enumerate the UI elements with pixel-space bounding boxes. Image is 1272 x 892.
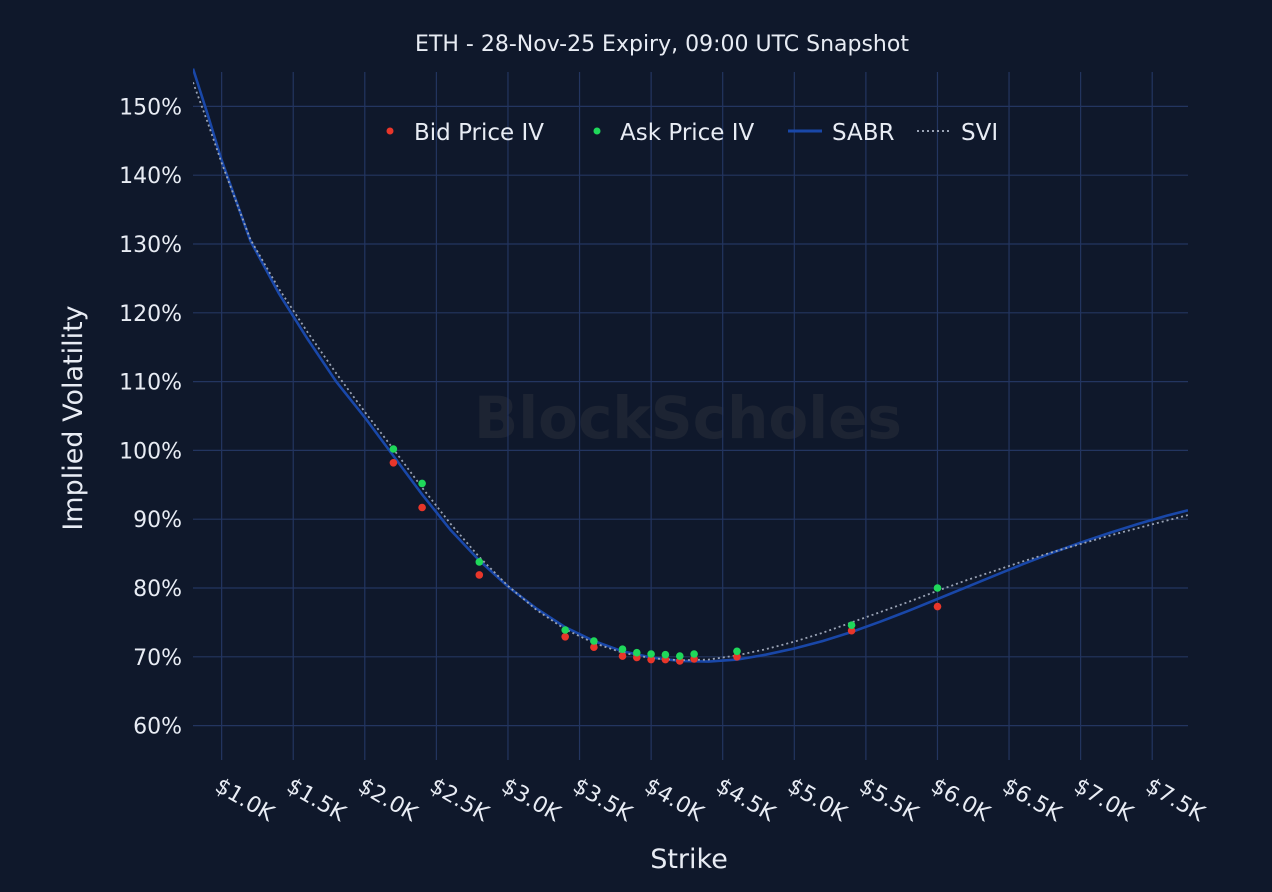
series <box>193 68 1188 665</box>
y-tick-label: 110% <box>119 371 182 396</box>
bid-iv-point <box>475 571 484 579</box>
y-axis-ticks: 60% 70% 80% 90% 100% 110% 120% 130% 140% 150% <box>119 95 182 739</box>
legend-svi-label: SVI <box>961 120 998 146</box>
ask-iv-point <box>475 558 484 566</box>
ask-iv-point <box>590 637 598 645</box>
bid-iv-point <box>647 655 655 664</box>
ask-iv-point <box>389 445 398 453</box>
chart-title: ETH - 28-Nov-25 Expiry, 09:00 UTC Snapsh… <box>415 32 909 57</box>
bid-iv-point <box>389 459 398 467</box>
ask-iv-point <box>661 650 670 659</box>
bid-iv-point <box>733 653 741 661</box>
ask-iv-point <box>733 647 741 656</box>
ask-iv-point <box>647 650 655 658</box>
legend-ask-marker <box>593 127 601 135</box>
ask-iv-point <box>418 479 426 488</box>
y-tick-label: 130% <box>119 233 182 258</box>
y-tick-label: 70% <box>133 646 182 671</box>
legend-sabr-label: SABR <box>832 120 895 146</box>
ask-iv-point <box>676 652 684 660</box>
y-tick-label: 90% <box>133 508 182 533</box>
x-axis-label: Strike <box>650 844 728 875</box>
y-tick-label: 140% <box>119 164 182 189</box>
legend: Bid Price IV Ask Price IV SABR SVI <box>386 120 998 146</box>
y-tick-label: 60% <box>133 715 182 740</box>
ask-iv-point <box>847 621 856 629</box>
legend-ask-label: Ask Price IV <box>620 120 755 146</box>
ask-iv-point <box>618 645 627 653</box>
ask-iv-point <box>561 626 569 634</box>
bid-iv-point <box>618 652 627 660</box>
ask-iv-point <box>933 584 942 592</box>
legend-bid-label: Bid Price IV <box>414 120 544 146</box>
bid-iv-point <box>847 626 856 635</box>
ask-iv-point <box>633 648 641 657</box>
grid <box>193 72 1188 760</box>
y-tick-label: 150% <box>119 95 182 120</box>
y-axis-label: Implied Volatility <box>58 305 89 530</box>
bid-iv-point <box>933 602 942 611</box>
watermark: BlockScholes <box>474 384 902 452</box>
ask-iv-point <box>690 650 698 658</box>
legend-bid-marker <box>386 127 394 135</box>
bid-iv-point <box>418 503 426 512</box>
bid-iv-point <box>590 643 598 651</box>
y-tick-label: 100% <box>119 439 182 464</box>
y-tick-label: 80% <box>133 577 182 602</box>
y-tick-label: 120% <box>119 302 182 327</box>
bid-iv-point <box>561 633 569 641</box>
